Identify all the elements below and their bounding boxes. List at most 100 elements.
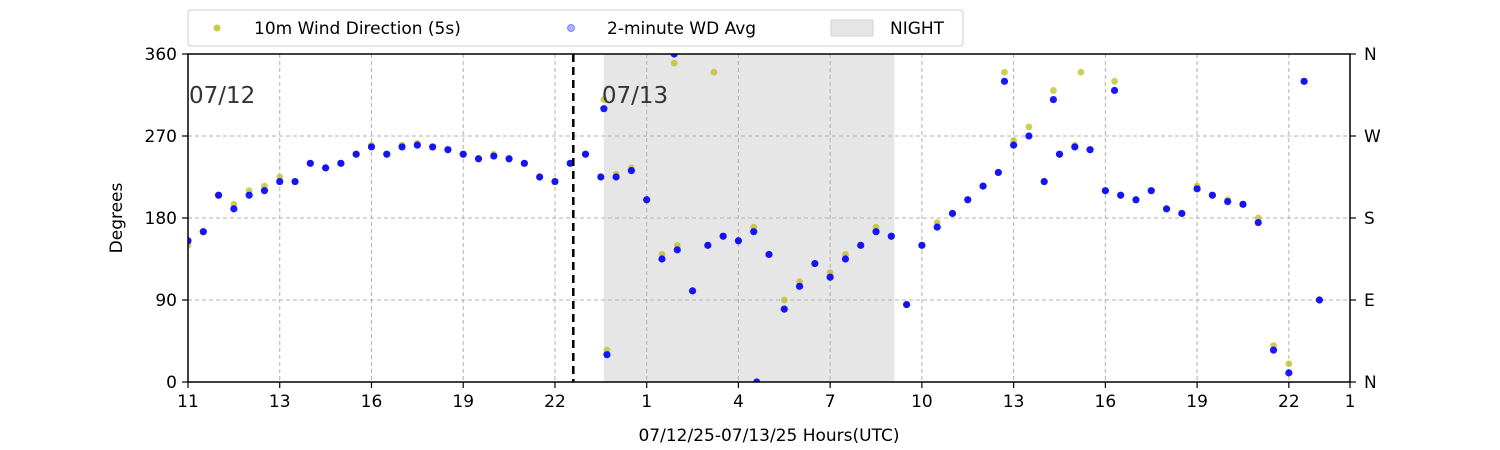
wd-avg-point	[603, 351, 611, 359]
wd-avg-point	[795, 282, 804, 290]
wd-avg-point	[750, 228, 758, 236]
wd-avg-point	[291, 177, 299, 186]
y2-tick-label: W	[1364, 127, 1381, 147]
wd-avg-point	[753, 378, 761, 382]
wd-avg-point	[429, 143, 437, 151]
wd-avg-point	[260, 187, 269, 195]
x-tick-label: 10	[911, 392, 933, 412]
legend-label-wd-avg: 2-minute WD Avg	[607, 19, 756, 39]
x-tick-label: 1	[641, 392, 652, 412]
wd-avg-point	[1101, 187, 1109, 195]
wd-avg-point	[1239, 200, 1247, 208]
wd-avg-point	[490, 152, 498, 160]
y-axis-title: Degrees	[107, 182, 127, 253]
wd-avg-point	[1269, 346, 1278, 354]
wd-avg-point	[1110, 86, 1119, 95]
wd-avg-point	[337, 159, 345, 167]
y-tick-label: 360	[145, 45, 177, 65]
y-axis-ticks: 0 90 180 270 360	[145, 45, 188, 393]
x-tick-label: 19	[452, 392, 474, 412]
wd-avg-point	[444, 146, 452, 154]
wd-avg-point	[658, 255, 666, 263]
wd-avg-point	[1117, 191, 1125, 199]
wd-avg-point	[413, 141, 421, 149]
wd-avg-point	[276, 177, 284, 186]
x-tick-label: 16	[1095, 392, 1117, 412]
y2-tick-label: N	[1364, 373, 1377, 393]
wd-avg-point	[1000, 77, 1009, 85]
wd-avg-point	[933, 223, 941, 231]
y2-axis-ticks: N E S W N	[1350, 45, 1381, 393]
wind-direction-point	[670, 59, 678, 67]
wd-avg-point	[1208, 191, 1216, 199]
wd-avg-point	[1086, 146, 1094, 154]
wd-avg-point	[1147, 187, 1155, 195]
x-tick-label: 4	[733, 392, 744, 412]
legend-marker-night	[830, 19, 874, 37]
wd-avg-point	[734, 237, 743, 245]
x-tick-label: 16	[361, 392, 383, 412]
wd-avg-point	[994, 168, 1002, 177]
date-annotations: 07/12 07/13	[189, 83, 668, 109]
wd-avg-point	[245, 191, 253, 199]
y-tick-label: 0	[166, 373, 177, 393]
wd-avg-point	[306, 159, 314, 167]
wind-direction-point	[1077, 68, 1085, 76]
legend-marker-wd-avg	[567, 24, 575, 32]
wd-avg-point	[536, 173, 544, 181]
y2-tick-label: S	[1364, 209, 1375, 229]
y-tick-label: 270	[145, 127, 177, 147]
x-tick-label: 1	[1345, 392, 1356, 412]
wd-avg-point	[918, 241, 926, 249]
wd-avg-point	[459, 150, 467, 158]
wd-avg-point	[474, 155, 483, 163]
wind-direction-point	[780, 296, 788, 304]
wind-direction-point	[1025, 123, 1033, 131]
wd-avg-point	[352, 150, 360, 158]
x-tick-label: 7	[825, 392, 836, 412]
wd-avg-point	[841, 255, 850, 263]
x-tick-label: 11	[177, 392, 199, 412]
wd-avg-point	[199, 228, 207, 236]
wd-avg-point	[612, 173, 620, 181]
legend-label-wind-direction: 10m Wind Direction (5s)	[254, 19, 461, 39]
wind-direction-point	[1001, 68, 1008, 76]
wd-avg-point	[1049, 95, 1057, 104]
wd-avg-point	[780, 305, 788, 313]
wind-direction-point	[1111, 77, 1118, 85]
wd-avg-point	[948, 209, 957, 218]
wd-avg-point	[1193, 185, 1201, 193]
wind-direction-point	[710, 68, 718, 76]
wd-avg-point	[857, 241, 865, 249]
x-tick-label: 13	[1003, 392, 1025, 412]
wd-avg-point	[826, 273, 834, 281]
wd-avg-point	[600, 105, 608, 113]
wd-avg-point	[964, 196, 972, 204]
wd-avg-point	[643, 196, 651, 204]
wd-avg-point	[1162, 205, 1171, 213]
x-tick-label: 13	[269, 392, 291, 412]
wd-avg-point	[765, 250, 773, 259]
grid-lines	[188, 54, 1350, 382]
wd-avg-point	[979, 182, 987, 190]
legend-marker-wind-direction	[213, 24, 221, 32]
wd-avg-point	[322, 164, 330, 172]
y2-tick-label: E	[1364, 291, 1375, 311]
wd-avg-point	[719, 232, 727, 240]
data-points	[188, 54, 1324, 382]
wd-avg-point	[1010, 141, 1018, 149]
wd-avg-point	[367, 143, 376, 151]
legend: 10m Wind Direction (5s) 2-minute WD Avg …	[187, 9, 964, 47]
wd-avg-point	[673, 246, 681, 254]
x-axis-title: 07/12/25-07/13/25 Hours(UTC)	[638, 426, 899, 446]
wd-avg-point	[670, 54, 678, 58]
wd-avg-point	[1224, 198, 1232, 206]
wd-avg-point	[1040, 177, 1048, 186]
legend-label-night: NIGHT	[890, 19, 945, 39]
wd-avg-point	[1178, 209, 1186, 218]
wd-avg-point	[597, 173, 605, 181]
wd-avg-point	[520, 159, 528, 167]
wd-avg-point	[383, 150, 391, 158]
wd-avg-point	[188, 237, 192, 245]
